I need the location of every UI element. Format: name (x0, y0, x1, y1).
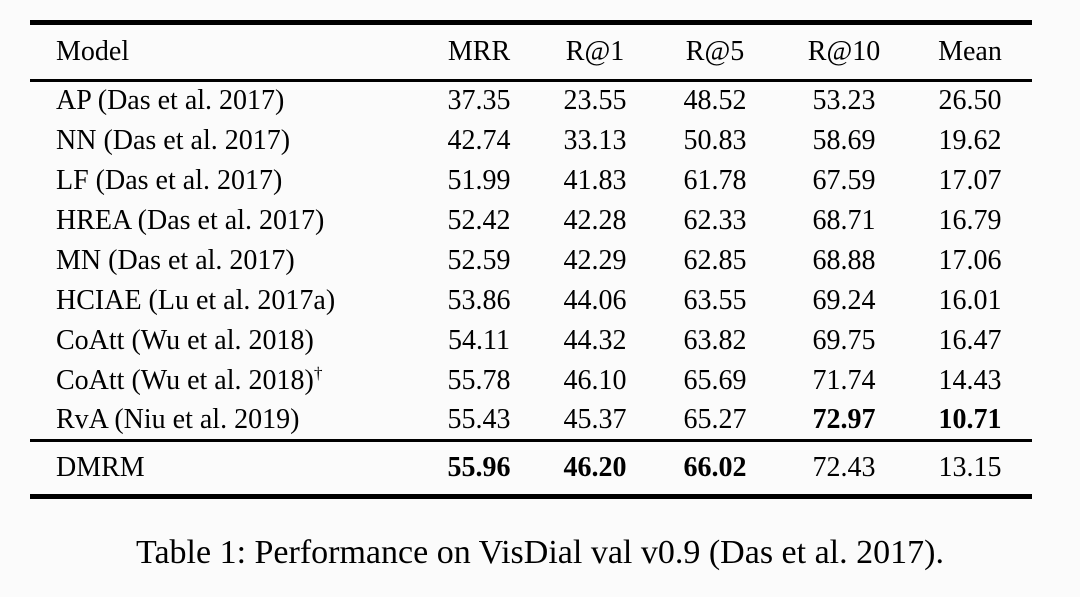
table-row-hciae: HCIAE (Lu et al. 2017a) 53.86 44.06 63.5… (30, 281, 1032, 321)
metric-cell: 50.83 (683, 124, 747, 156)
metric-cell: 69.24 (812, 284, 876, 316)
table-row-ap: AP (Das et al. 2017) 37.35 23.55 48.52 5… (30, 81, 1032, 121)
metric-cell: 19.62 (938, 124, 1002, 156)
model-cell: DMRM (56, 452, 145, 483)
metric-cell: 42.28 (563, 204, 627, 236)
table-row-lf: LF (Das et al. 2017) 51.99 41.83 61.78 6… (30, 161, 1032, 201)
model-cell: RvA (Niu et al. 2019) (56, 403, 300, 435)
metric-cell: 61.78 (683, 164, 747, 196)
metric-cell: 63.55 (683, 284, 747, 316)
metric-cell-best: 72.97 (812, 403, 876, 435)
metric-cell: 46.10 (563, 364, 627, 396)
metric-cell: 65.27 (683, 403, 747, 435)
metric-cell: 16.47 (938, 324, 1002, 356)
metric-cell: 26.50 (938, 85, 1002, 117)
metric-cell: 65.69 (683, 364, 747, 396)
column-header-r10: R@10 (807, 36, 881, 67)
model-cell: HREA (Das et al. 2017) (56, 204, 325, 236)
table-row-coatt: CoAtt (Wu et al. 2018) 54.11 44.32 63.82… (30, 321, 1032, 361)
metric-cell: 55.43 (447, 403, 511, 435)
column-header-model: Model (56, 36, 130, 67)
column-header-mrr: MRR (447, 36, 511, 67)
table-row-coatt-dagger: CoAtt (Wu et al. 2018)† 55.78 46.10 65.6… (30, 361, 1032, 401)
metric-cell: 69.75 (812, 324, 876, 356)
metric-cell: 42.74 (447, 124, 511, 156)
table-row-rva: RvA (Niu et al. 2019) 55.43 45.37 65.27 … (30, 401, 1032, 441)
model-cell: LF (Das et al. 2017) (56, 164, 283, 196)
metric-cell-best: 10.71 (938, 403, 1002, 435)
metric-cell: 58.69 (812, 124, 876, 156)
metric-cell-best: 55.96 (447, 452, 511, 483)
metric-cell: 44.32 (563, 324, 627, 356)
table-row-mn: MN (Das et al. 2017) 52.59 42.29 62.85 6… (30, 241, 1032, 281)
metric-cell: 23.55 (563, 85, 627, 117)
model-cell: AP (Das et al. 2017) (56, 85, 285, 117)
metric-cell: 51.99 (447, 164, 511, 196)
metric-cell: 67.59 (812, 164, 876, 196)
model-cell: NN (Das et al. 2017) (56, 124, 291, 156)
metric-cell: 53.23 (812, 85, 876, 117)
column-header-mean: Mean (938, 36, 1002, 67)
column-header-r1: R@1 (565, 36, 625, 67)
metric-cell: 62.85 (683, 244, 747, 276)
metric-cell: 72.43 (812, 452, 876, 483)
header-row: Model MRR R@1 R@5 R@10 Mean (30, 23, 1032, 81)
metric-cell: 68.88 (812, 244, 876, 276)
table-row-dmrm: DMRM 55.96 46.20 66.02 72.43 13.15 (30, 440, 1032, 497)
metric-cell: 71.74 (812, 364, 876, 396)
metric-cell: 17.07 (938, 164, 1002, 196)
metric-cell: 17.06 (938, 244, 1002, 276)
results-table: Model MRR R@1 R@5 R@10 Mean AP (Das et a… (30, 20, 1032, 499)
column-header-r5: R@5 (685, 36, 745, 67)
metric-cell: 44.06 (563, 284, 627, 316)
metric-cell: 52.59 (447, 244, 511, 276)
metric-cell: 14.43 (938, 364, 1002, 396)
model-cell: MN (Das et al. 2017) (56, 244, 295, 276)
metric-cell: 48.52 (683, 85, 747, 117)
metric-cell: 33.13 (563, 124, 627, 156)
metric-cell: 55.78 (447, 364, 511, 396)
metric-cell: 63.82 (683, 324, 747, 356)
model-cell: HCIAE (Lu et al. 2017a) (56, 284, 336, 316)
model-name: CoAtt (Wu et al. 2018) (56, 364, 314, 396)
metric-cell: 42.29 (563, 244, 627, 276)
metric-cell: 52.42 (447, 204, 511, 236)
metric-cell: 62.33 (683, 204, 747, 236)
metric-cell: 68.71 (812, 204, 876, 236)
metric-cell: 16.79 (938, 204, 1002, 236)
metric-cell: 45.37 (563, 403, 627, 435)
metric-cell: 13.15 (938, 452, 1002, 483)
metric-cell: 41.83 (563, 164, 627, 196)
metric-cell-best: 66.02 (683, 452, 747, 483)
metric-cell: 53.86 (447, 284, 511, 316)
table-row-hrea: HREA (Das et al. 2017) 52.42 42.28 62.33… (30, 201, 1032, 241)
model-cell: CoAtt (Wu et al. 2018)† (30, 361, 418, 401)
metric-cell-best: 46.20 (563, 452, 627, 483)
metric-cell: 16.01 (938, 284, 1002, 316)
dagger-mark: † (313, 363, 323, 383)
model-cell: CoAtt (Wu et al. 2018) (56, 324, 314, 356)
metric-cell: 54.11 (448, 324, 510, 356)
table-row-nn: NN (Das et al. 2017) 42.74 33.13 50.83 5… (30, 121, 1032, 161)
table-caption: Table 1: Performance on VisDial val v0.9… (136, 534, 944, 571)
metric-cell: 37.35 (447, 85, 511, 117)
